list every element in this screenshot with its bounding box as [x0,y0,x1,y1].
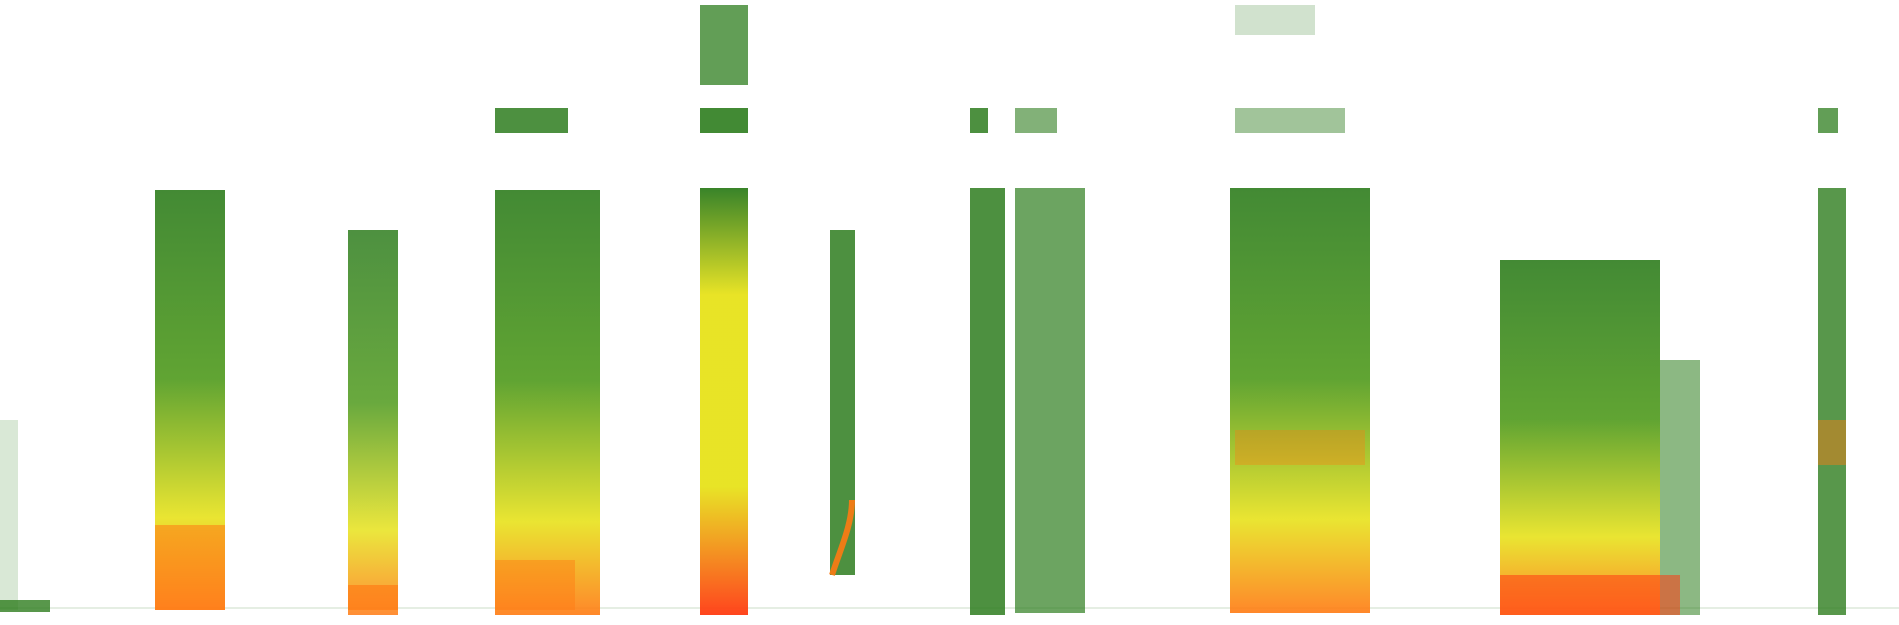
spectral-column [970,188,1005,615]
spectral-trace [829,499,855,576]
spectral-hot-band [495,560,575,610]
spectral-hot-band [1818,420,1846,465]
spectral-column [1818,108,1838,133]
spectral-hot-band [155,525,225,610]
spectral-column [1818,188,1846,615]
spectral-column [495,190,600,615]
spectrogram-columns [0,5,1846,615]
spectral-column [1660,360,1700,615]
spectral-column [1015,188,1085,613]
spectral-hot-band [1500,575,1680,615]
spectral-hot-band [348,585,398,610]
spectral-column [700,188,748,615]
spectral-column [348,230,398,615]
spectral-column [0,600,50,612]
spectral-column [1235,5,1315,35]
baseline-noise [0,607,1899,609]
spectral-column [0,420,18,610]
spectral-column [700,108,748,133]
spectral-column [1500,260,1660,615]
spectral-column [1015,108,1057,133]
spectral-column [970,108,988,133]
spectral-column [700,5,748,85]
spectral-column [495,108,568,133]
spectral-column [1230,188,1370,613]
spectral-hot-band [1235,430,1365,465]
spectral-column [1235,108,1345,133]
